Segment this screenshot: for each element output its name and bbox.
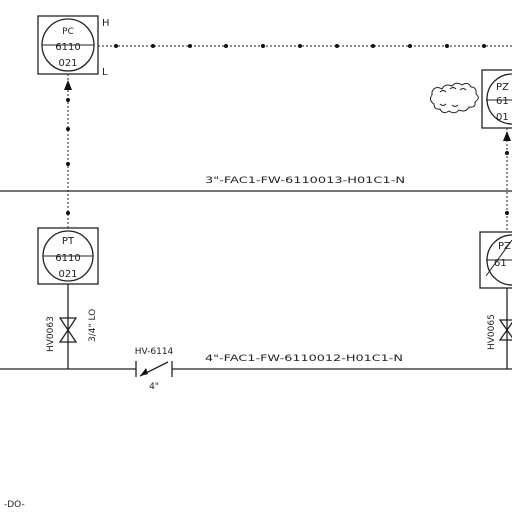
pz-top-number: 61	[496, 96, 509, 107]
pc-controller[interactable]: PC 6110 021	[37, 15, 99, 75]
pz-bottom-tag: PZ	[498, 241, 511, 252]
pz-bottom-instrument[interactable]: PZ 61	[479, 231, 512, 289]
revision-cloud-icon	[429, 82, 479, 114]
check-valve-size: 4"	[149, 382, 159, 392]
pz-top-suffix: 01	[496, 112, 509, 123]
pt-suffix: 021	[58, 269, 77, 280]
right-root-valve[interactable]	[498, 319, 512, 341]
upper-line-label: 3"-FAC1-FW-6110013-H01C1-N	[205, 176, 405, 186]
pz-top-tag: PZ	[496, 82, 509, 93]
pc-suffix: 021	[58, 58, 77, 69]
right-root-valve-tag: HV0065	[487, 314, 497, 350]
offpage-label: -DO-	[4, 500, 25, 510]
pc-number: 6110	[55, 42, 80, 53]
signal-line-top-nodes	[114, 44, 486, 48]
lower-line-label: 4"-FAC1-FW-6110012-H01C1-N	[205, 354, 403, 364]
signal-arrow-pc	[64, 80, 72, 90]
left-root-valve-tag: HV0063	[46, 316, 56, 352]
pc-high-label: H	[102, 18, 110, 29]
left-root-valve[interactable]	[58, 317, 78, 343]
check-valve-tag: HV-6114	[135, 347, 174, 357]
signal-line-right-nodes	[505, 151, 509, 215]
pt-tag: PT	[62, 236, 75, 247]
pz-bottom-number: 61	[494, 258, 507, 269]
pt-transmitter[interactable]: PT 6110 021	[37, 227, 99, 285]
pc-tag: PC	[62, 27, 74, 37]
pc-low-label: L	[102, 67, 108, 78]
pz-top-instrument[interactable]: PZ 61 01	[481, 69, 512, 129]
check-valve[interactable]	[135, 361, 173, 377]
signal-line-pt-pc-nodes	[66, 98, 70, 215]
signal-arrow-pz	[503, 131, 511, 141]
pt-number: 6110	[55, 253, 80, 264]
left-root-valve-note: 3/4" LO	[88, 309, 98, 342]
